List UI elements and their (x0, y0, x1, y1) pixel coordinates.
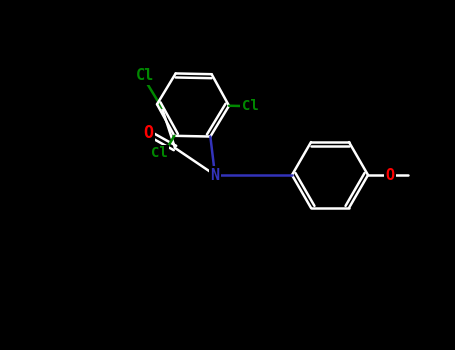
Text: O: O (143, 124, 153, 142)
Text: Cl: Cl (242, 99, 258, 113)
Text: N: N (210, 168, 220, 182)
Text: Cl: Cl (136, 69, 154, 84)
Text: Cl: Cl (151, 146, 167, 160)
Text: O: O (385, 168, 394, 182)
